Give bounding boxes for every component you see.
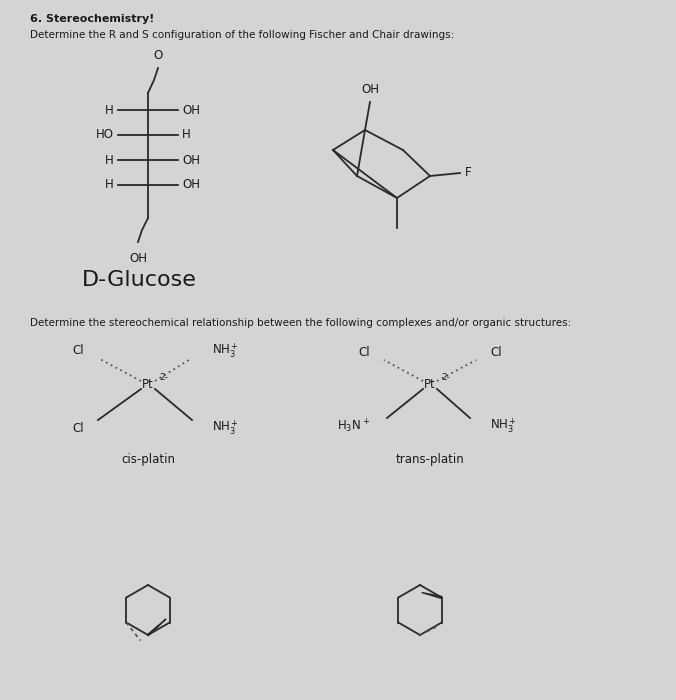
Polygon shape <box>147 619 166 635</box>
Text: Pt: Pt <box>142 379 154 391</box>
Text: NH$_3^+$: NH$_3^+$ <box>212 419 239 438</box>
Text: OH: OH <box>182 104 200 116</box>
Text: H: H <box>105 153 114 167</box>
Text: H: H <box>105 104 114 116</box>
Text: O: O <box>153 49 163 62</box>
Text: H: H <box>105 178 114 192</box>
Text: Determine the R and S configuration of the following Fischer and Chair drawings:: Determine the R and S configuration of t… <box>30 30 454 40</box>
Text: Cl: Cl <box>72 344 84 358</box>
Text: Pt: Pt <box>424 379 436 391</box>
Text: Cl: Cl <box>358 346 370 360</box>
Polygon shape <box>422 592 441 598</box>
Text: Cl: Cl <box>490 346 502 360</box>
Text: 6. Stereochemistry!: 6. Stereochemistry! <box>30 14 154 24</box>
Text: 2-: 2- <box>441 374 450 382</box>
Text: F: F <box>465 167 472 179</box>
Text: Cl: Cl <box>72 421 84 435</box>
Text: 2-: 2- <box>159 374 168 382</box>
Text: NH$_3^+$: NH$_3^+$ <box>490 416 517 435</box>
Text: OH: OH <box>129 252 147 265</box>
Text: Determine the stereochemical relationship between the following complexes and/or: Determine the stereochemical relationshi… <box>30 318 571 328</box>
Text: trans-platin: trans-platin <box>395 453 464 466</box>
Text: OH: OH <box>182 178 200 192</box>
Text: cis-platin: cis-platin <box>121 453 175 466</box>
Text: OH: OH <box>361 83 379 96</box>
Text: HO: HO <box>96 129 114 141</box>
Text: NH$_3^+$: NH$_3^+$ <box>212 342 239 360</box>
Text: H: H <box>182 129 191 141</box>
Text: H$_3$N$^+$: H$_3$N$^+$ <box>337 417 370 435</box>
Text: D-Glucose: D-Glucose <box>82 270 197 290</box>
Text: OH: OH <box>182 153 200 167</box>
